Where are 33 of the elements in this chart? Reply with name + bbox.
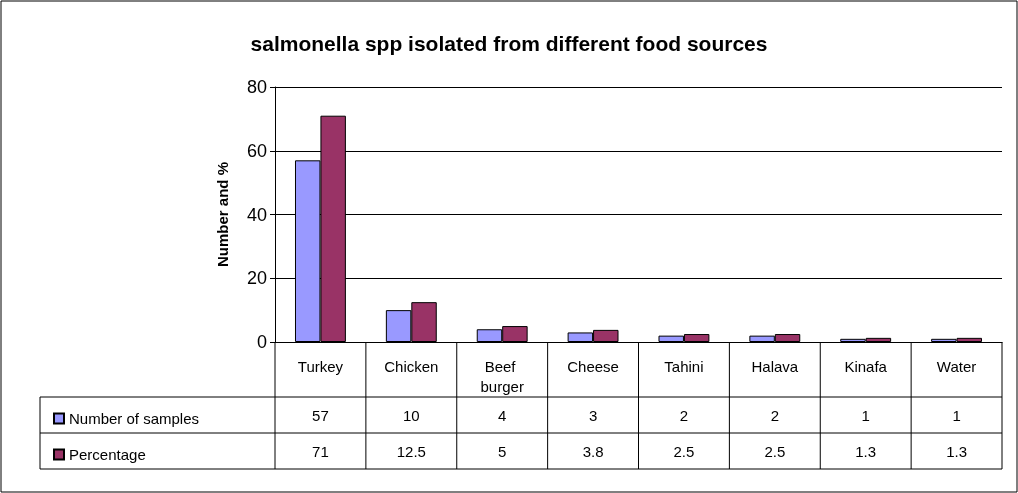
data-label: 1.3 [855, 442, 877, 460]
data-label: 71 [312, 442, 329, 460]
data-label: 57 [312, 406, 329, 424]
data-label: 2 [770, 406, 779, 424]
x-tick-label: Beef burger [480, 357, 524, 395]
data-label: 3.8 [582, 442, 604, 460]
x-tick-label: Turkey [297, 357, 344, 375]
y-tick-label: 20 [246, 268, 267, 289]
y-tick-label: 60 [246, 140, 267, 161]
x-tick-label: Water [936, 357, 977, 375]
y-tick-label: 0 [256, 332, 267, 352]
x-tick-label: Chicken [384, 357, 439, 375]
y-tick-label: 80 [246, 77, 267, 97]
chart-title: salmonella spp isolated from different food sources [250, 32, 768, 55]
data-label: 10 [402, 406, 420, 424]
legend-label: Number of samples [69, 410, 200, 427]
y-axis-title: Number and % [214, 161, 231, 268]
x-tick-label: Tahini [664, 357, 704, 375]
data-label: 2.5 [673, 442, 695, 460]
y-tick-label: 40 [246, 204, 267, 225]
data-label: 2 [679, 406, 689, 424]
legend-label: Percentage [69, 446, 146, 463]
data-label: 1 [952, 406, 961, 424]
data-label: 3 [588, 406, 598, 424]
data-label: 1.3 [946, 442, 967, 460]
data-label: 2.5 [764, 442, 786, 460]
x-tick-label: Cheese [567, 357, 619, 375]
data-label: 1 [861, 406, 870, 424]
x-tick-label: Halava [751, 357, 799, 375]
x-tick-label: Kinafa [844, 357, 888, 375]
data-label: 4 [498, 406, 507, 424]
data-label: 5 [498, 442, 507, 460]
data-label: 12.5 [396, 442, 426, 460]
